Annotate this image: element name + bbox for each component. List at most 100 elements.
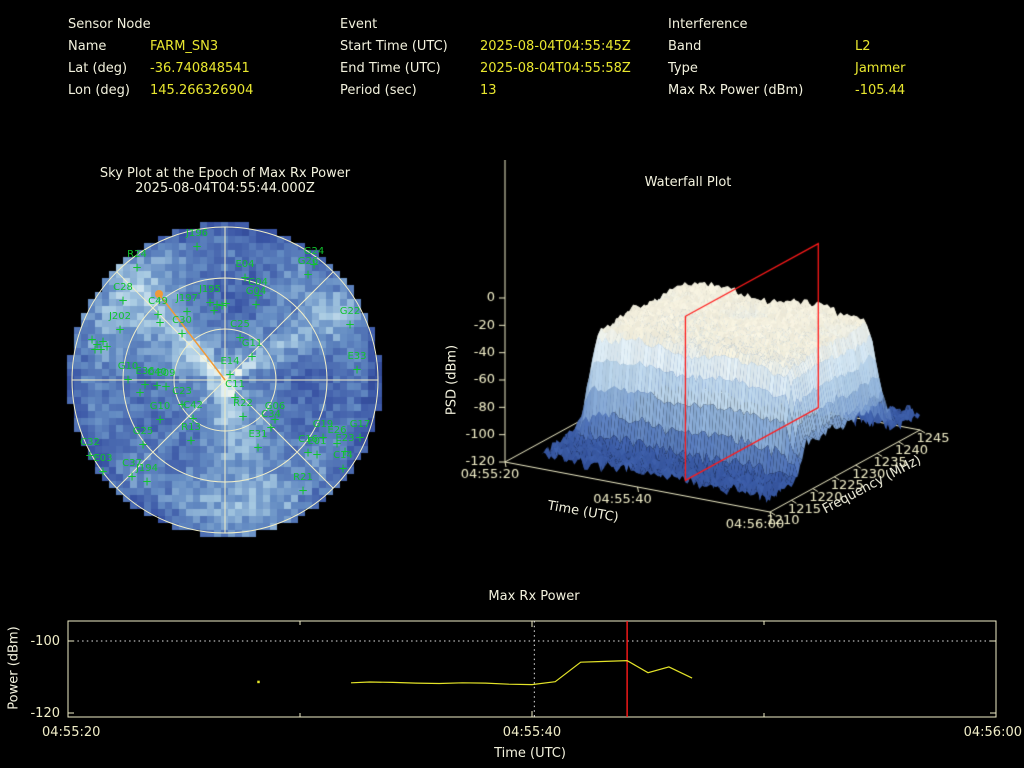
x-tick-label: 04:55:20 [42, 725, 100, 740]
satellite-plus-icon: + [317, 430, 329, 445]
satellite-plus-icon: + [246, 349, 258, 364]
satellite-id-label: E01 [307, 436, 327, 447]
power-plot-frame [67, 620, 997, 718]
satellite-plus-icon: + [152, 307, 164, 322]
satellite-id-label: R22 [233, 398, 253, 409]
sensor-node-section: Sensor Node Name FARM_SN3 Lat (deg) -36.74… [68, 14, 253, 102]
sky-plot-subtitle: 2025-08-04T04:55:44.000Z [135, 181, 315, 196]
period-label: Period (sec) [340, 83, 417, 98]
satellite-plus-icon: + [95, 342, 107, 357]
satellite-id-label: E04 [235, 259, 255, 270]
power-plot-title: Max Rx Power [488, 589, 580, 604]
satellite-plus-icon: + [220, 296, 232, 311]
y-tick-label: -120 [30, 706, 60, 721]
satellite-id-label: C30 [172, 315, 192, 326]
satellite-id-label: E26 [327, 425, 347, 436]
satellite-plus-icon: + [252, 440, 264, 455]
lat-value: -36.740848541 [150, 61, 250, 76]
satellite-plus-icon: + [331, 436, 343, 451]
interference-title: Interference [668, 17, 748, 32]
satellite-id-label: G26 [297, 256, 319, 267]
satellite-plus-icon: + [114, 322, 126, 337]
satellite-plus-icon: + [187, 411, 199, 426]
waterfall-plot [430, 160, 1024, 540]
interference-bearing-line [158, 293, 226, 381]
satellite-id-label: E36 [135, 366, 155, 377]
satellite-plus-icon: + [311, 447, 323, 462]
type-label: Type [668, 61, 698, 76]
x-tick-label: 04:55:40 [503, 725, 561, 740]
satellite-id-label: E33 [347, 351, 367, 362]
satellite-plus-icon: + [154, 412, 166, 427]
satellite-id-label: C42 [183, 400, 203, 411]
satellite-id-label: C14 [333, 450, 353, 461]
satellite-plus-icon: + [208, 303, 220, 318]
satellite-plus-icon: + [141, 474, 153, 489]
satellite-id-label: C16 [298, 434, 318, 445]
band-value: L2 [855, 39, 871, 54]
satellite-plus-icon: + [97, 334, 109, 349]
satellite-id-label: C34 [261, 409, 281, 420]
satellite-plus-icon: + [151, 378, 163, 393]
satellite-id-label: G17 [349, 419, 371, 430]
satellite-id-label: G19 [312, 419, 334, 430]
satellite-id-label: E09 [156, 368, 176, 379]
satellite-plus-icon: + [91, 337, 103, 352]
type-value: Jammer [855, 61, 906, 76]
satellite-plus-icon: + [131, 260, 143, 275]
satellite-plus-icon: + [269, 412, 281, 427]
satellite-plus-icon: + [308, 257, 320, 272]
power-plot: 04:55:20 04:55:40 04:56:00 -100 -120 [0, 580, 1024, 768]
lat-label: Lat (deg) [68, 61, 128, 76]
satellite-plus-icon: + [154, 315, 166, 330]
name-label: Name [68, 39, 107, 54]
satellite-id-label: C32 [80, 437, 100, 448]
satellite-plus-icon: + [101, 339, 113, 354]
satellite-plus-icon: + [117, 293, 129, 308]
satellite-id-label: G25 [132, 426, 154, 437]
satellite-id-label: G22 [339, 306, 361, 317]
satellite-plus-icon: + [122, 372, 134, 387]
satellite-id-label: R13 [181, 422, 201, 433]
satellite-id-label: G06 [264, 401, 286, 412]
satellite-id-label: R21 [293, 472, 313, 483]
satellite-plus-icon: + [84, 448, 96, 463]
period-value: 13 [480, 83, 497, 98]
satellite-plus-icon: + [302, 267, 314, 282]
satellite-plus-icon: + [176, 397, 188, 412]
satellite-plus-icon: + [252, 288, 264, 303]
satellite-id-label: J202 [108, 311, 132, 322]
satellite-id-label: C37 [122, 458, 142, 469]
sensor-node-title: Sensor Node [68, 17, 151, 32]
satellite-plus-icon: + [297, 483, 309, 498]
end-time-value: 2025-08-04T04:55:58Z [480, 61, 631, 76]
satellite-plus-icon: + [265, 420, 277, 435]
satellite-id-label: G24 [303, 246, 325, 257]
event-section: Event Start Time (UTC) 2025-08-04T04:55:4… [340, 14, 631, 102]
satellite-plus-icon: + [302, 445, 314, 460]
satellite-plus-icon: + [237, 409, 249, 424]
satellite-id-label: J194 [135, 463, 159, 474]
satellite-id-label: E31 [248, 429, 268, 440]
waterfall-canvas [430, 160, 1024, 540]
isolated-data-point [257, 680, 260, 684]
satellite-plus-icon: + [139, 377, 151, 392]
max-rx-power-value: -105.44 [855, 83, 906, 98]
sky-grid-overlay [71, 226, 379, 534]
sky-plot: + J196 + R24 + C28 + C49 + + J195 + + + + + J197 + C30 + E04… [60, 215, 390, 545]
satellite-plus-icon: + [239, 270, 251, 285]
satellite-plus-icon: + [89, 342, 101, 357]
satellite-id-label: R24 [127, 249, 147, 260]
satellite-plus-icon: + [181, 304, 193, 319]
satellite-plus-icon: + [126, 469, 138, 484]
start-time-value: 2025-08-04T04:55:45Z [480, 39, 631, 54]
power-plot-svg: 04:55:20 04:55:40 04:56:00 -100 -120 [30, 620, 1022, 740]
satellite-id-label: C40 [147, 367, 167, 378]
satellite-id-label: C11 [225, 379, 245, 390]
satellite-plus-icon: + [216, 298, 228, 313]
satellite-plus-icon: + [204, 295, 216, 310]
satellite-plus-icon: + [97, 464, 109, 479]
satellite-plus-icon: + [351, 362, 363, 377]
satellite-id-label: E14 [220, 356, 240, 367]
